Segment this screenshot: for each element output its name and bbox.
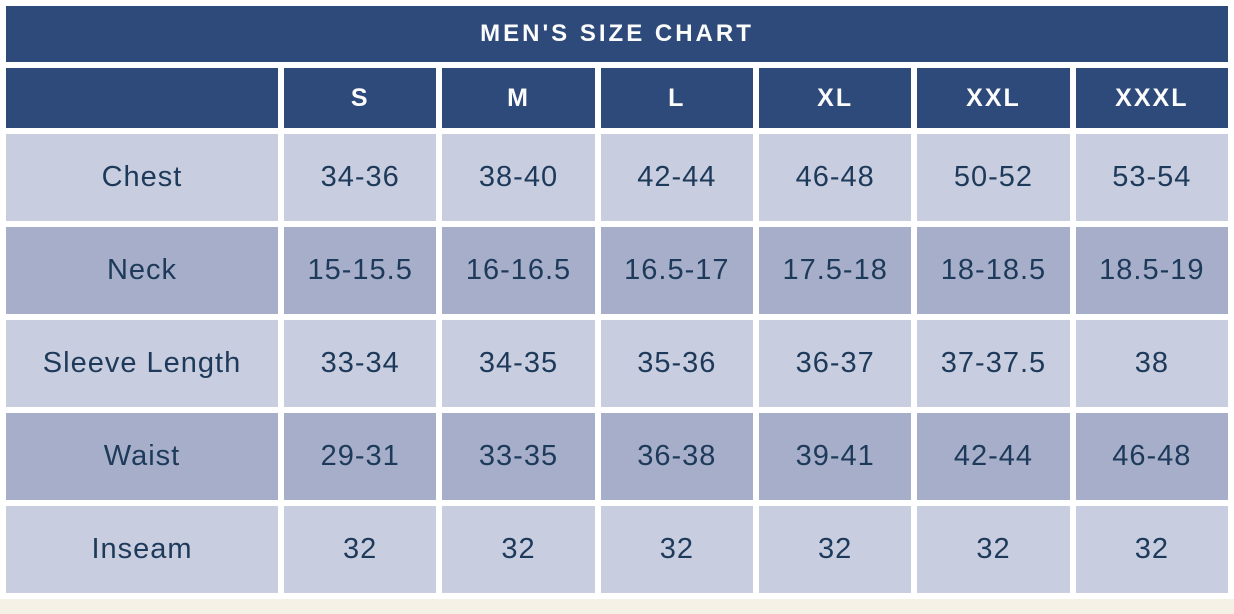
chart-title: MEN'S SIZE CHART xyxy=(6,6,1228,62)
table-row-sleeve-length: Sleeve Length 33-34 34-35 35-36 36-37 37… xyxy=(6,320,1228,407)
header-size-s: S xyxy=(284,68,437,128)
header-size-xxxl: XXXL xyxy=(1075,68,1228,128)
table-row-waist: Waist 29-31 33-35 36-38 39-41 42-44 46-4… xyxy=(6,413,1228,500)
size-cell: 46-48 xyxy=(1075,413,1228,500)
size-cell: 18.5-19 xyxy=(1075,227,1228,314)
size-cell: 33-34 xyxy=(284,320,437,407)
size-cell: 18-18.5 xyxy=(917,227,1070,314)
size-cell: 34-36 xyxy=(284,134,437,221)
header-size-xxl: XXL xyxy=(917,68,1070,128)
size-cell: 16-16.5 xyxy=(442,227,595,314)
size-cell: 32 xyxy=(1075,506,1228,593)
size-cell: 32 xyxy=(442,506,595,593)
table-row-chest: Chest 34-36 38-40 42-44 46-48 50-52 53-5… xyxy=(6,134,1228,221)
size-cell: 53-54 xyxy=(1075,134,1228,221)
row-label: Chest xyxy=(6,134,278,221)
table-row-neck: Neck 15-15.5 16-16.5 16.5-17 17.5-18 18-… xyxy=(6,227,1228,314)
size-cell: 16.5-17 xyxy=(600,227,753,314)
size-cell: 29-31 xyxy=(284,413,437,500)
size-cell: 32 xyxy=(917,506,1070,593)
row-label: Neck xyxy=(6,227,278,314)
title-row: MEN'S SIZE CHART xyxy=(6,6,1228,62)
size-cell: 38-40 xyxy=(442,134,595,221)
row-label: Inseam xyxy=(6,506,278,593)
header-size-l: L xyxy=(600,68,753,128)
mens-size-chart-table: MEN'S SIZE CHART S M L XL XXL XXXL Chest… xyxy=(0,0,1234,599)
size-cell: 50-52 xyxy=(917,134,1070,221)
header-blank-cell xyxy=(6,68,278,128)
size-cell: 46-48 xyxy=(758,134,912,221)
size-cell: 36-37 xyxy=(758,320,912,407)
header-size-m: M xyxy=(442,68,595,128)
size-cell: 32 xyxy=(600,506,753,593)
size-cell: 35-36 xyxy=(600,320,753,407)
header-size-xl: XL xyxy=(758,68,912,128)
size-cell: 33-35 xyxy=(442,413,595,500)
size-cell: 17.5-18 xyxy=(758,227,912,314)
size-cell: 36-38 xyxy=(600,413,753,500)
size-cell: 42-44 xyxy=(600,134,753,221)
size-cell: 37-37.5 xyxy=(917,320,1070,407)
size-cell: 34-35 xyxy=(442,320,595,407)
row-label: Sleeve Length xyxy=(6,320,278,407)
size-header-row: S M L XL XXL XXXL xyxy=(6,68,1228,128)
size-cell: 42-44 xyxy=(917,413,1070,500)
row-label: Waist xyxy=(6,413,278,500)
size-cell: 39-41 xyxy=(758,413,912,500)
size-cell: 15-15.5 xyxy=(284,227,437,314)
table-row-inseam: Inseam 32 32 32 32 32 32 xyxy=(6,506,1228,593)
size-cell: 38 xyxy=(1075,320,1228,407)
size-cell: 32 xyxy=(758,506,912,593)
size-cell: 32 xyxy=(284,506,437,593)
